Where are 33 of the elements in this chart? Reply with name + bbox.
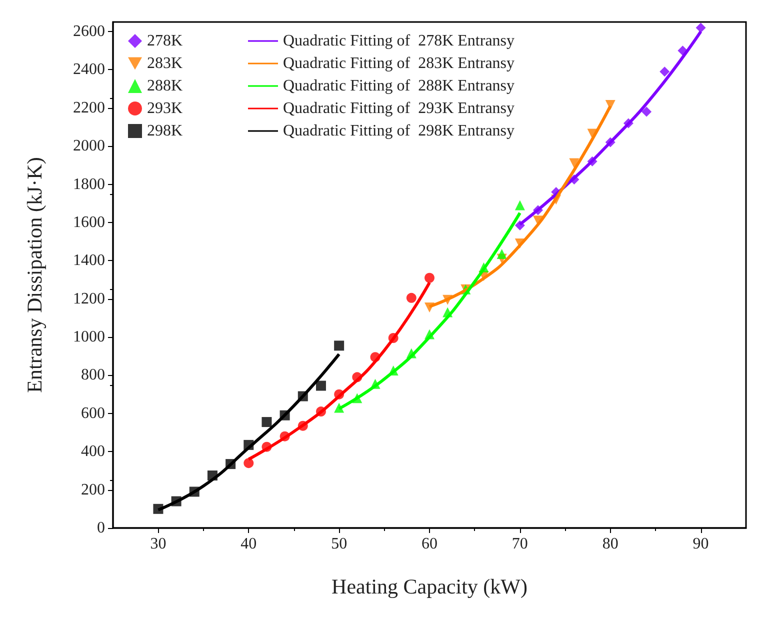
y-tick-label: 1400: [73, 252, 105, 270]
y-axis-title: Entransy Dissipation (kJ·K): [22, 157, 46, 393]
x-tick-label: 60: [422, 536, 438, 552]
y-tick-label: 1600: [73, 214, 105, 231]
y-tick-label: 1000: [73, 328, 105, 346]
x-tick-label: 80: [602, 536, 618, 552]
y-tick-label: 600: [81, 404, 105, 422]
x-tick-label: 90: [692, 536, 709, 552]
y-tick-label: 2400: [73, 61, 105, 78]
y-tick-label: 400: [81, 443, 105, 460]
legend-label: Quadratic Fitting of 293K Entransy: [283, 100, 515, 117]
y-tick-label: 200: [81, 481, 105, 498]
x-tick-label: 30: [150, 536, 166, 552]
y-tick-label: 2200: [73, 99, 105, 116]
x-tick-label: 40: [240, 536, 257, 552]
x-tick-label: 70: [512, 536, 528, 552]
y-tick-label: 0: [97, 520, 105, 536]
y-tick-label: 1800: [73, 176, 105, 193]
x-axis-title: Heating Capacity (kW): [332, 574, 528, 598]
y-tick-label: 2000: [73, 138, 105, 155]
y-tick-label: 2600: [73, 23, 105, 40]
legend-label: 283K: [147, 55, 183, 72]
legend-label: Quadratic Fitting of 288K Entransy: [283, 78, 515, 94]
legend-label: 288K: [147, 78, 183, 94]
y-tick-label: 800: [81, 366, 105, 384]
legend-label: 293K: [147, 100, 183, 117]
x-tick-label: 50: [331, 536, 348, 552]
legend-label: Quadratic Fitting of 278K Entransy: [283, 32, 515, 50]
legend-label: 298K: [147, 122, 183, 140]
legend-label: Quadratic Fitting of 298K Entransy: [283, 122, 515, 140]
y-tick-label: 1200: [73, 290, 105, 308]
legend-label: 278K: [147, 32, 183, 50]
legend-label: Quadratic Fitting of 283K Entransy: [283, 55, 515, 72]
